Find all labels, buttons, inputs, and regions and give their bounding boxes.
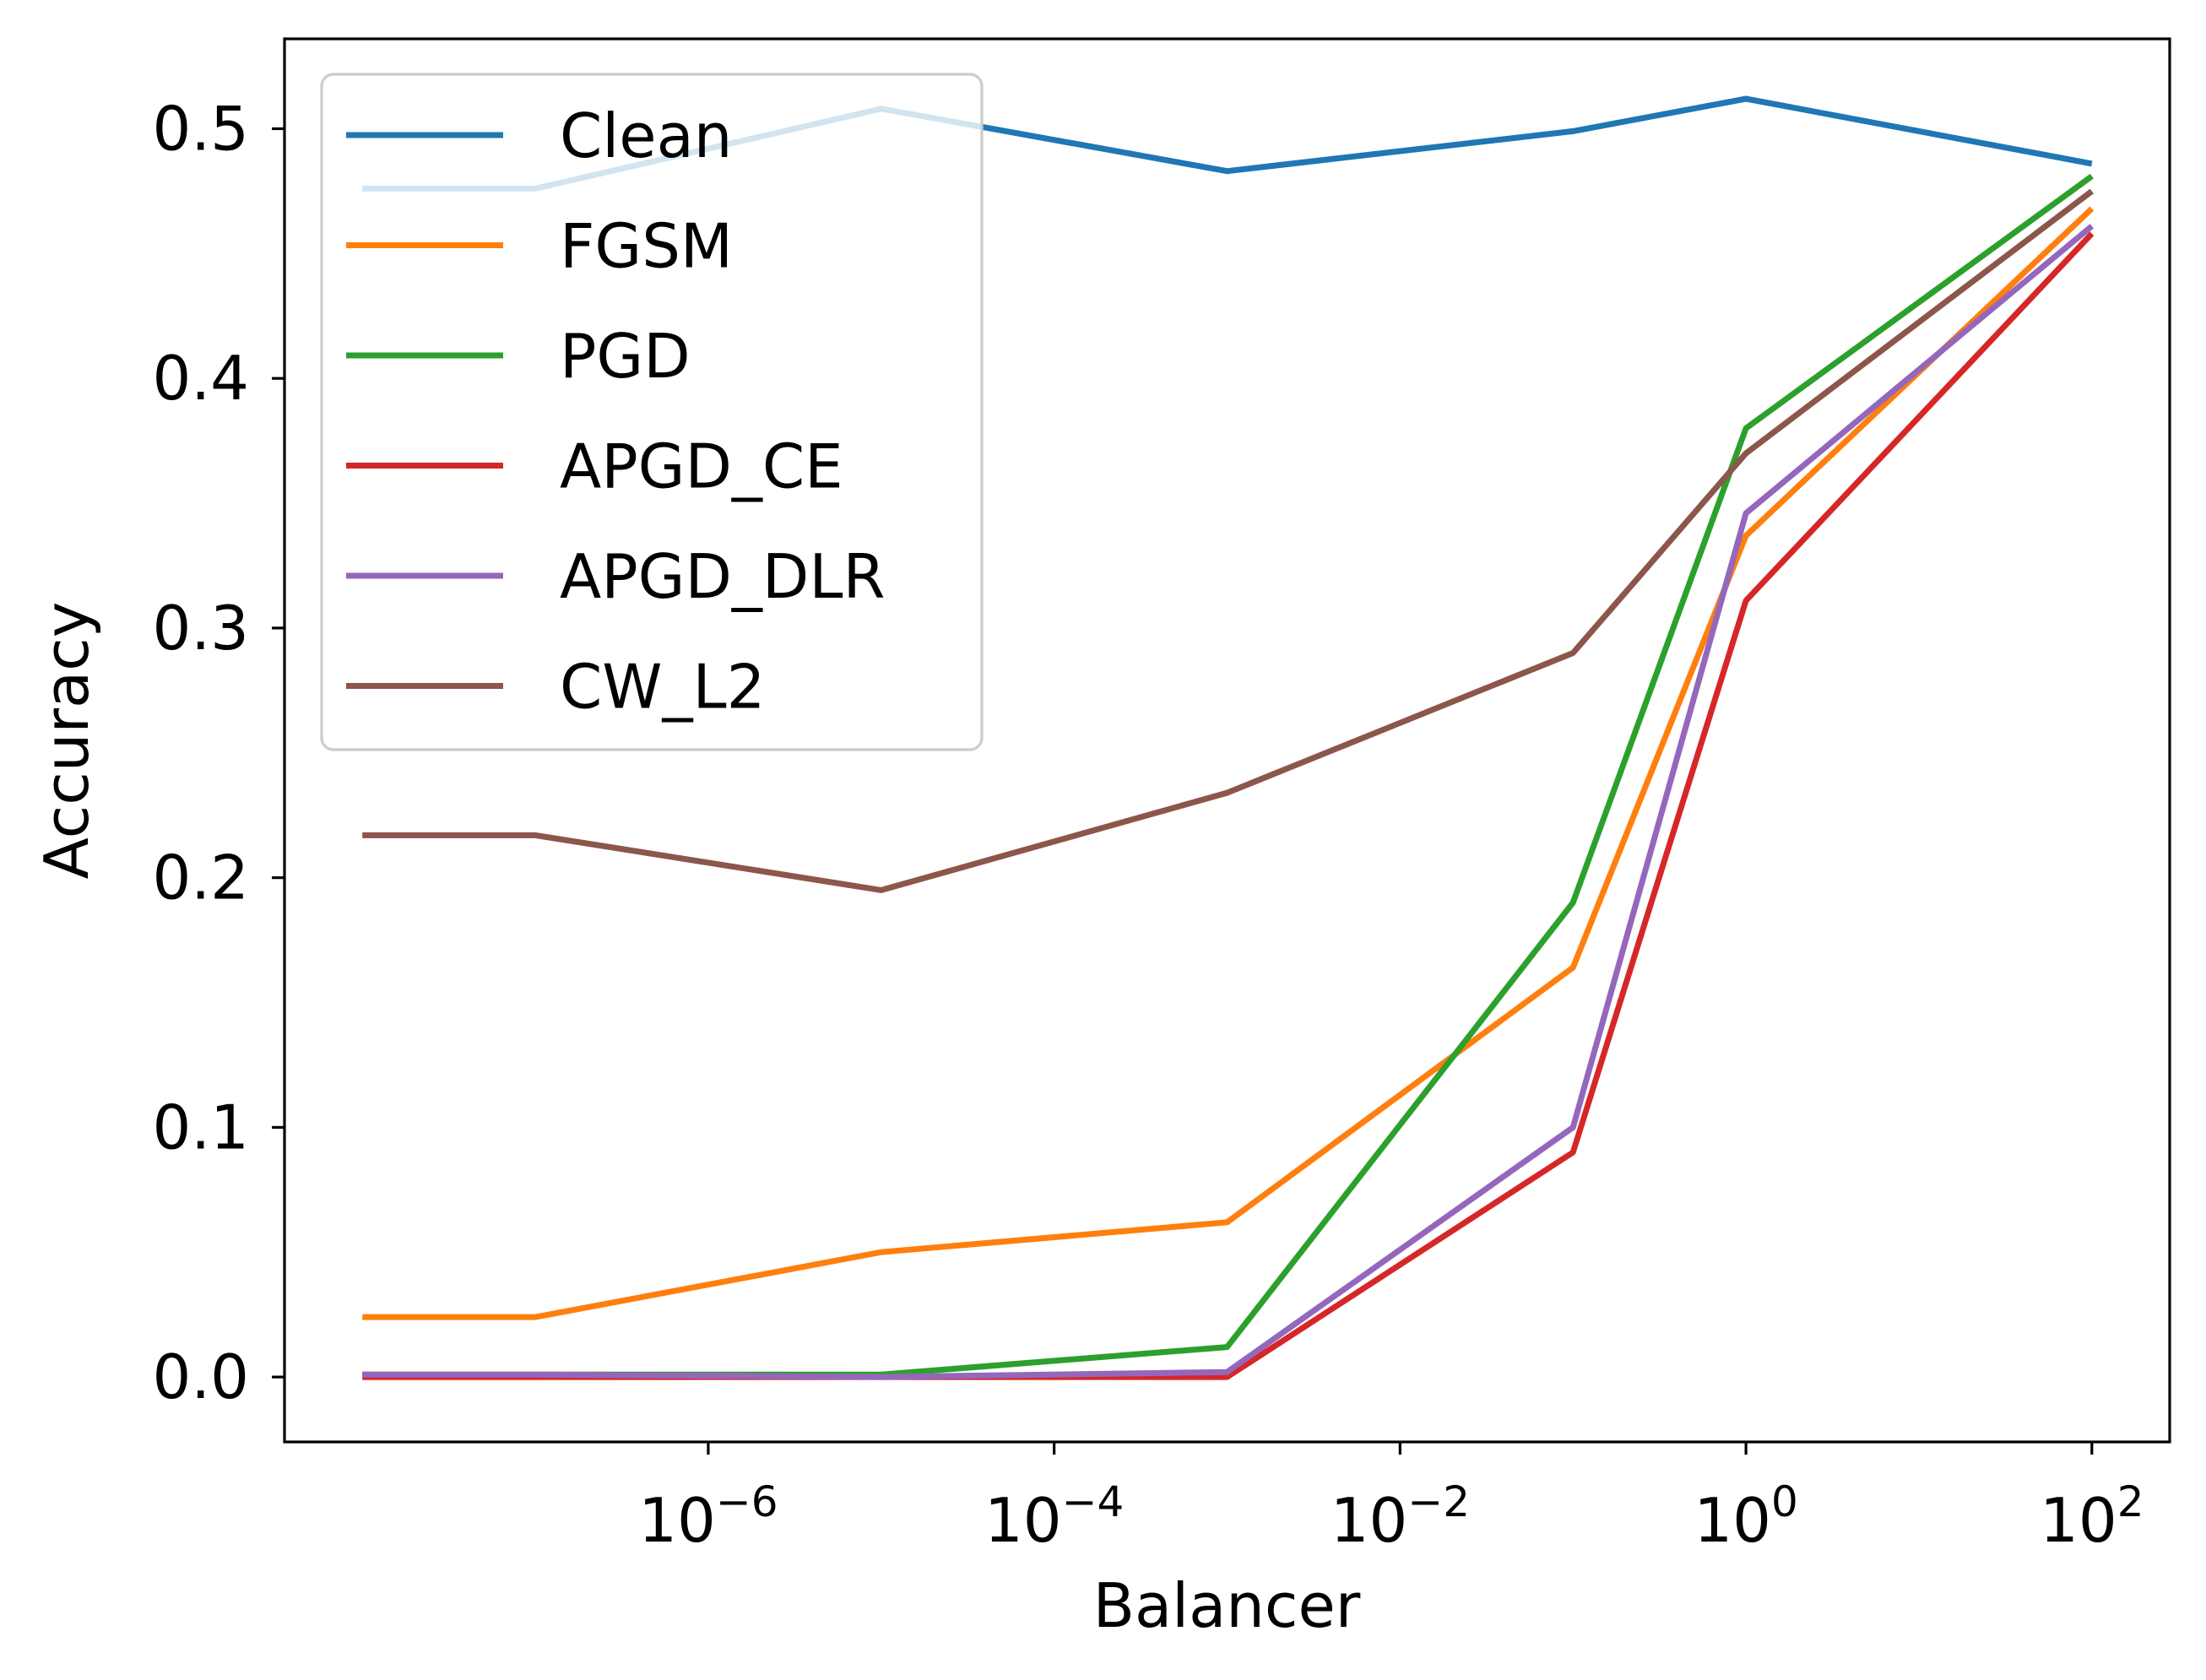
legend-label: PGD xyxy=(560,321,691,392)
legend: Clean FGSM PGD APGD_CE APGD_DLR CW_L2 xyxy=(320,73,984,751)
y-tick-label: 0.2 xyxy=(152,843,249,913)
series-line-cw-l2 xyxy=(362,188,2094,893)
x-axis-ticks: 10−6 10−4 10−2 100 102 xyxy=(638,1442,2144,1556)
x-tick-label: 10−4 xyxy=(984,1477,1124,1556)
x-tick-label: 100 xyxy=(1694,1477,1797,1556)
series-line-fgsm xyxy=(362,206,2095,1320)
y-axis-ticks: 0.0 0.1 0.2 0.3 0.4 0.5 xyxy=(152,93,285,1412)
legend-label: APGD_CE xyxy=(560,431,843,502)
legend-frame xyxy=(320,73,984,751)
y-tick-label: 0.0 xyxy=(152,1341,249,1412)
x-axis-label: Balancer xyxy=(1093,1570,1361,1641)
x-tick-label: 102 xyxy=(2040,1477,2144,1556)
legend-label: CW_L2 xyxy=(560,652,765,723)
x-tick-label: 10−6 xyxy=(638,1477,778,1556)
x-tick-label: 10−2 xyxy=(1331,1477,1470,1556)
legend-label: APGD_DLR xyxy=(560,541,886,612)
y-tick-label: 0.5 xyxy=(152,93,249,164)
series-line-apgd-dlr xyxy=(362,224,2095,1380)
legend-label: FGSM xyxy=(560,211,733,282)
legend-label: Clean xyxy=(560,100,732,171)
y-tick-label: 0.4 xyxy=(152,343,249,414)
legend-items: Clean FGSM PGD APGD_CE APGD_DLR CW_L2 xyxy=(346,100,886,723)
y-tick-label: 0.3 xyxy=(152,593,249,664)
y-axis-label: Accuracy xyxy=(31,602,102,880)
y-tick-label: 0.1 xyxy=(152,1092,249,1162)
plot-frame xyxy=(283,37,2171,1444)
